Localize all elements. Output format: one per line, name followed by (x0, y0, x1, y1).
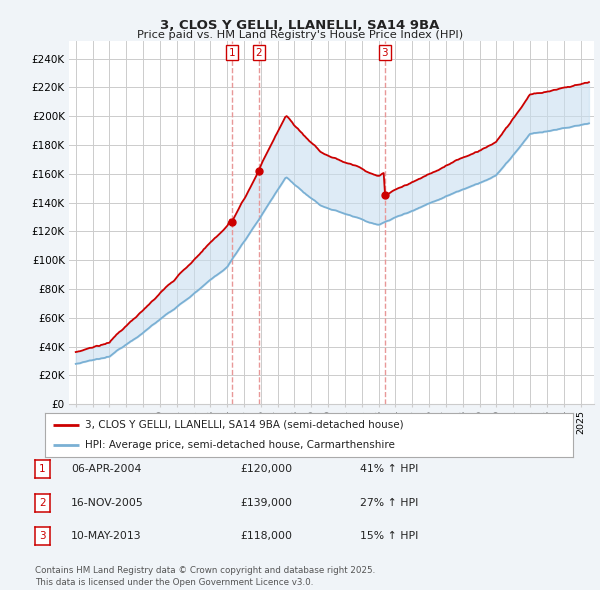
Text: 1: 1 (39, 464, 46, 474)
Text: 3: 3 (39, 532, 46, 541)
Text: £118,000: £118,000 (240, 532, 292, 541)
Text: 16-NOV-2005: 16-NOV-2005 (71, 498, 143, 507)
Text: 06-APR-2004: 06-APR-2004 (71, 464, 141, 474)
Text: 2: 2 (39, 498, 46, 507)
Text: 27% ↑ HPI: 27% ↑ HPI (360, 498, 418, 507)
Text: 15% ↑ HPI: 15% ↑ HPI (360, 532, 418, 541)
Text: £120,000: £120,000 (240, 464, 292, 474)
Text: 10-MAY-2013: 10-MAY-2013 (71, 532, 142, 541)
Text: 3, CLOS Y GELLI, LLANELLI, SA14 9BA (semi-detached house): 3, CLOS Y GELLI, LLANELLI, SA14 9BA (sem… (85, 420, 403, 430)
Text: Price paid vs. HM Land Registry's House Price Index (HPI): Price paid vs. HM Land Registry's House … (137, 30, 463, 40)
Text: 41% ↑ HPI: 41% ↑ HPI (360, 464, 418, 474)
Text: 2: 2 (256, 48, 262, 58)
Text: 3, CLOS Y GELLI, LLANELLI, SA14 9BA: 3, CLOS Y GELLI, LLANELLI, SA14 9BA (160, 19, 440, 32)
Text: £139,000: £139,000 (240, 498, 292, 507)
Text: 3: 3 (382, 48, 388, 58)
Text: 1: 1 (229, 48, 235, 58)
Text: Contains HM Land Registry data © Crown copyright and database right 2025.
This d: Contains HM Land Registry data © Crown c… (35, 566, 375, 587)
Text: HPI: Average price, semi-detached house, Carmarthenshire: HPI: Average price, semi-detached house,… (85, 440, 394, 450)
